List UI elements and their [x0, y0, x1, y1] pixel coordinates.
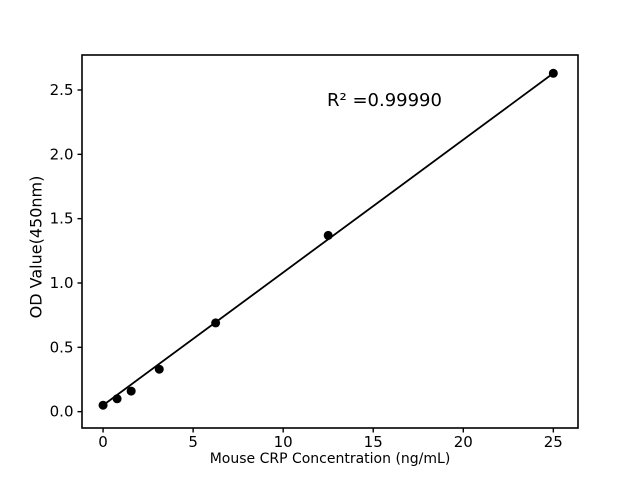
x-tick-label: 5 — [188, 433, 198, 451]
y-tick-label: 0.0 — [50, 403, 74, 421]
x-tick-label: 25 — [544, 433, 563, 451]
r-squared-annotation: R² =0.99990 — [327, 90, 442, 111]
x-tick-label: 10 — [274, 433, 293, 451]
data-point — [548, 68, 558, 78]
y-tick-label: 2.0 — [50, 145, 74, 163]
data-point — [98, 400, 108, 410]
data-point — [154, 364, 164, 374]
y-axis-label: OD Value(450nm) — [26, 175, 46, 319]
data-point — [112, 394, 122, 404]
y-tick-label: 1.0 — [50, 274, 74, 292]
plot-frame — [81, 54, 579, 429]
y-tick-label: 0.5 — [50, 338, 74, 356]
x-tick-label: 15 — [364, 433, 383, 451]
data-point — [126, 386, 136, 396]
y-tick-label: 2.5 — [50, 81, 74, 99]
data-point — [211, 318, 221, 328]
x-tick-label: 20 — [454, 433, 473, 451]
x-axis-label: Mouse CRP Concentration (ng/mL) — [209, 451, 451, 467]
x-tick-label: 0 — [98, 433, 108, 451]
y-tick-label: 1.5 — [50, 210, 74, 228]
data-point — [323, 230, 333, 240]
